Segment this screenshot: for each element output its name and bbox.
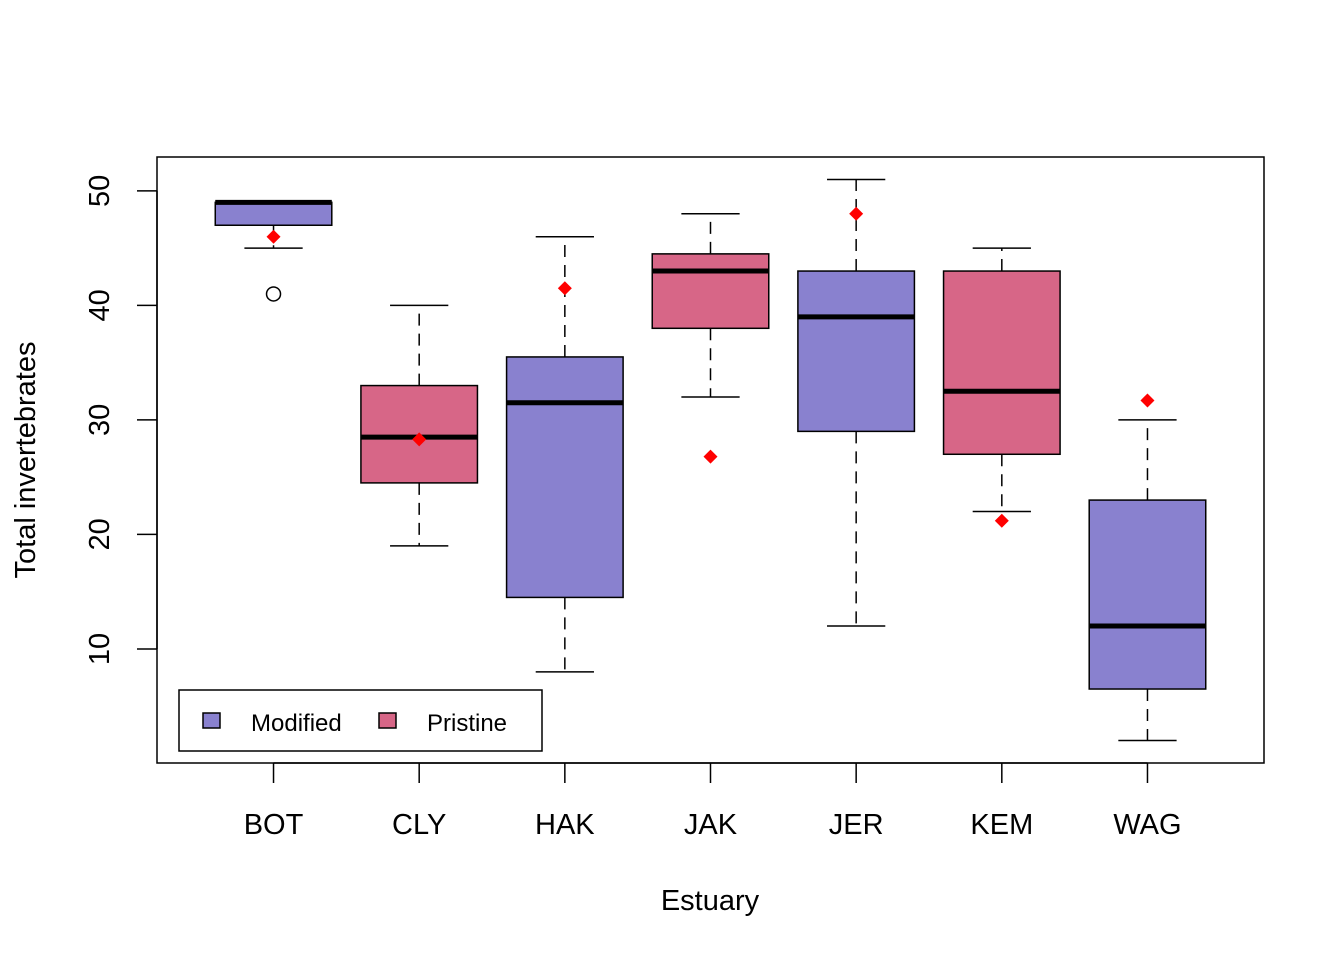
x-tick-label-wag: WAG — [1113, 809, 1181, 841]
box-jer — [797, 178, 916, 627]
box-kem — [942, 247, 1061, 528]
legend-swatch-pristine — [378, 712, 397, 729]
iqr-box — [1088, 499, 1207, 690]
y-tick-label: 10 — [84, 633, 116, 665]
x-tick-label-kem: KEM — [970, 809, 1033, 841]
legend-label-pristine: Pristine — [427, 710, 507, 737]
iqr-box — [942, 270, 1061, 456]
x-tick-label-jak: JAK — [684, 809, 738, 841]
x-axis-title: Estuary — [661, 885, 760, 917]
mean-marker — [266, 229, 281, 244]
legend-swatch-modified — [202, 712, 221, 729]
mean-marker — [557, 281, 572, 296]
y-tick-label: 20 — [84, 518, 116, 550]
iqr-box — [651, 253, 770, 330]
x-tick-label-hak: HAK — [535, 809, 595, 841]
box-bot — [214, 199, 333, 302]
box-hak — [505, 235, 624, 673]
y-axis-title: Total invertebrates — [10, 342, 42, 579]
box-cly — [360, 304, 479, 547]
legend: Modified Pristine — [178, 689, 543, 752]
x-axis: BOT CLY HAK JAK JER KEM WAG — [244, 762, 1182, 841]
legend-box — [178, 689, 543, 752]
iqr-box — [505, 356, 624, 599]
box-jak — [651, 213, 770, 464]
mean-marker — [412, 432, 427, 447]
boxes-layer — [214, 178, 1207, 742]
x-tick-label-cly: CLY — [392, 809, 446, 841]
box-wag — [1088, 393, 1207, 742]
iqr-box — [797, 270, 916, 433]
y-tick-label: 50 — [84, 175, 116, 207]
x-tick-label-jer: JER — [829, 809, 884, 841]
mean-marker — [849, 206, 864, 221]
legend-label-modified: Modified — [251, 710, 342, 737]
mean-marker — [994, 513, 1009, 528]
x-tick-label-bot: BOT — [244, 809, 304, 841]
y-tick-label: 40 — [84, 289, 116, 321]
y-axis: 10 20 30 40 50 — [84, 175, 158, 665]
y-tick-label: 30 — [84, 404, 116, 436]
mean-marker — [703, 449, 718, 464]
iqr-box — [214, 201, 333, 226]
mean-marker — [1140, 393, 1155, 408]
outlier-point — [265, 286, 282, 302]
